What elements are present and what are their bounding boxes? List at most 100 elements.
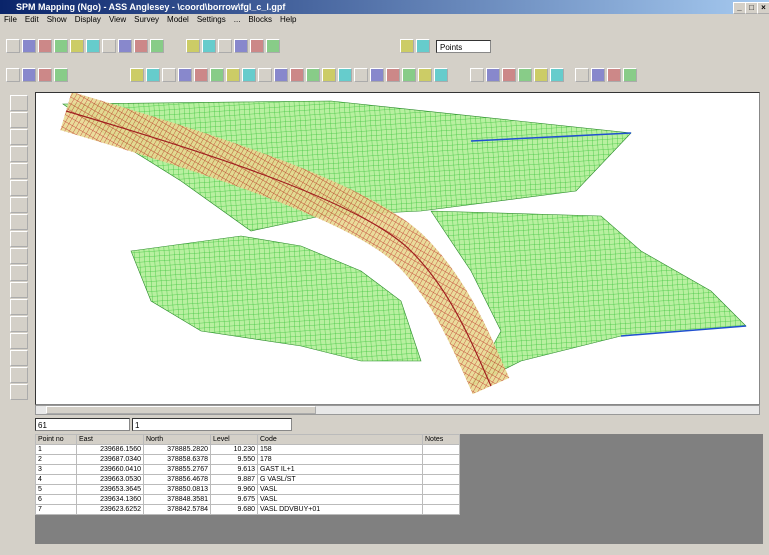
horizontal-scrollbar[interactable] — [35, 405, 760, 415]
tool-button[interactable] — [242, 68, 256, 82]
tool-button[interactable] — [162, 68, 176, 82]
menu-item[interactable]: Help — [279, 15, 297, 24]
tool-button[interactable] — [10, 333, 28, 349]
table-row[interactable]: 5 239653.3645 378850.0813 9.960 VASL — [35, 484, 460, 495]
tool-button[interactable] — [86, 39, 100, 53]
tool-button[interactable] — [623, 68, 637, 82]
tool-button[interactable] — [54, 68, 68, 82]
menu-item[interactable]: ... — [233, 15, 241, 24]
tool-button[interactable] — [10, 163, 28, 179]
table-row[interactable]: 1 239686.1560 378885.2820 10.230 158 — [35, 444, 460, 455]
tool-button[interactable] — [10, 180, 28, 196]
tool-button[interactable] — [258, 68, 272, 82]
tool-button[interactable] — [178, 68, 192, 82]
table-row[interactable]: 7 239623.6252 378842.5784 9.680 VASL DDVBUY+… — [35, 504, 460, 515]
tool-button[interactable] — [518, 68, 532, 82]
column-header[interactable]: North — [143, 434, 211, 445]
tool-button[interactable] — [274, 68, 288, 82]
tool-button[interactable] — [290, 68, 304, 82]
table-cell: 9.675 — [210, 494, 258, 505]
table-row[interactable]: 6 239634.1360 378848.3581 9.675 VASL — [35, 494, 460, 505]
tool-button[interactable] — [22, 68, 36, 82]
tool-button[interactable] — [118, 39, 132, 53]
tool-button[interactable] — [434, 68, 448, 82]
tool-button[interactable] — [218, 39, 232, 53]
tool-button[interactable] — [10, 248, 28, 264]
column-header[interactable]: Code — [257, 434, 423, 445]
tool-button[interactable] — [38, 39, 52, 53]
tool-button[interactable] — [338, 68, 352, 82]
menu-item[interactable]: Show — [46, 15, 67, 24]
tool-button[interactable] — [354, 68, 368, 82]
tool-button[interactable] — [38, 68, 52, 82]
tool-button[interactable] — [10, 282, 28, 298]
tool-button[interactable] — [534, 68, 548, 82]
tool-button[interactable] — [306, 68, 320, 82]
tool-button[interactable] — [22, 39, 36, 53]
tool-button[interactable] — [10, 214, 28, 230]
tool-button[interactable] — [470, 68, 484, 82]
tool-button[interactable] — [202, 39, 216, 53]
menu-item[interactable]: Settings — [196, 15, 226, 24]
tool-button[interactable] — [386, 68, 400, 82]
tool-button[interactable] — [10, 146, 28, 162]
menu-item[interactable]: Edit — [24, 15, 39, 24]
scroll-thumb[interactable] — [46, 406, 316, 414]
tool-button[interactable] — [130, 68, 144, 82]
tool-button[interactable] — [502, 68, 516, 82]
model-view[interactable] — [35, 91, 760, 405]
tool-button[interactable] — [6, 68, 20, 82]
tool-button[interactable] — [10, 231, 28, 247]
menu-item[interactable]: Blocks — [248, 15, 272, 24]
tool-button[interactable] — [416, 39, 430, 53]
tool-button[interactable] — [6, 39, 20, 53]
layer-dropdown[interactable]: Points — [436, 40, 491, 53]
menu-item[interactable]: File — [4, 15, 17, 24]
menu-item[interactable]: View — [108, 15, 127, 24]
close[interactable]: × — [757, 2, 769, 14]
tool-button[interactable] — [370, 68, 384, 82]
tool-button[interactable] — [607, 68, 621, 82]
menu-item[interactable]: Model — [167, 15, 189, 24]
tool-button[interactable] — [550, 68, 564, 82]
table-row[interactable]: 2 239687.0340 378858.6378 9.550 178 — [35, 454, 460, 465]
column-header[interactable]: Notes — [422, 434, 460, 445]
tool-button[interactable] — [10, 299, 28, 315]
column-header[interactable]: East — [76, 434, 144, 445]
tool-button[interactable] — [591, 68, 605, 82]
tool-button[interactable] — [54, 39, 68, 53]
tool-button[interactable] — [10, 316, 28, 332]
menu-item[interactable]: Survey — [134, 15, 160, 24]
tool-button[interactable] — [486, 68, 500, 82]
tool-button[interactable] — [234, 39, 248, 53]
tool-button[interactable] — [102, 39, 116, 53]
tool-button[interactable] — [10, 350, 28, 366]
tool-button[interactable] — [70, 39, 84, 53]
tool-button[interactable] — [10, 95, 28, 111]
tool-button[interactable] — [134, 39, 148, 53]
tool-button[interactable] — [10, 197, 28, 213]
column-header[interactable]: Point no — [35, 434, 77, 445]
tool-button[interactable] — [10, 384, 28, 400]
menu-item[interactable]: Display — [74, 15, 101, 24]
column-header[interactable]: Level — [210, 434, 258, 445]
tool-button[interactable] — [575, 68, 589, 82]
table-row[interactable]: 4 239663.0530 378856.4678 9.887 G VASL/ST — [35, 474, 460, 485]
tool-button[interactable] — [10, 367, 28, 383]
tool-button[interactable] — [10, 265, 28, 281]
tool-button[interactable] — [266, 39, 280, 53]
tool-button[interactable] — [10, 112, 28, 128]
tool-button[interactable] — [322, 68, 336, 82]
tool-button[interactable] — [146, 68, 160, 82]
tool-button[interactable] — [250, 39, 264, 53]
table-row[interactable]: 3 239660.0410 378855.2767 9.613 GAST IL+1 — [35, 464, 460, 475]
tool-button[interactable] — [10, 129, 28, 145]
tool-button[interactable] — [210, 68, 224, 82]
tool-button[interactable] — [186, 39, 200, 53]
tool-button[interactable] — [150, 39, 164, 53]
tool-button[interactable] — [194, 68, 208, 82]
tool-button[interactable] — [400, 39, 414, 53]
tool-button[interactable] — [402, 68, 416, 82]
tool-button[interactable] — [226, 68, 240, 82]
tool-button[interactable] — [418, 68, 432, 82]
